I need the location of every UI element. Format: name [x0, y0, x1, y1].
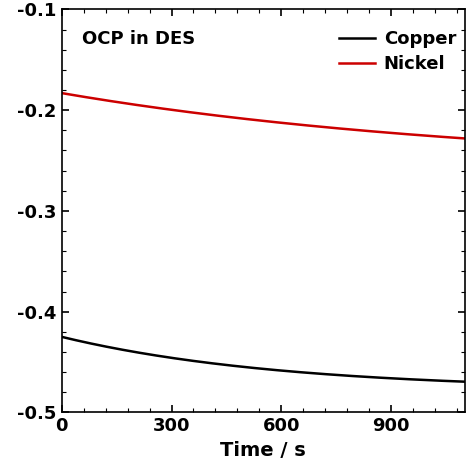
Nickel — [59, 90, 64, 96]
Copper — [222, 362, 228, 368]
Legend: Copper, Nickel: Copper, Nickel — [339, 30, 456, 73]
Copper — [373, 374, 379, 380]
Copper — [59, 334, 64, 340]
Nickel — [100, 97, 106, 103]
Nickel — [222, 114, 228, 119]
Copper — [336, 372, 341, 378]
Line: Nickel: Nickel — [62, 93, 465, 138]
Copper — [236, 364, 242, 369]
Copper — [462, 379, 467, 384]
Nickel — [336, 126, 341, 131]
Text: OCP in DES: OCP in DES — [82, 30, 195, 47]
Nickel — [373, 129, 379, 135]
Nickel — [462, 136, 467, 141]
Copper — [380, 375, 386, 381]
Copper — [100, 343, 106, 349]
X-axis label: Time / s: Time / s — [220, 441, 306, 460]
Nickel — [380, 129, 386, 135]
Line: Copper: Copper — [62, 337, 465, 382]
Nickel — [236, 115, 242, 121]
